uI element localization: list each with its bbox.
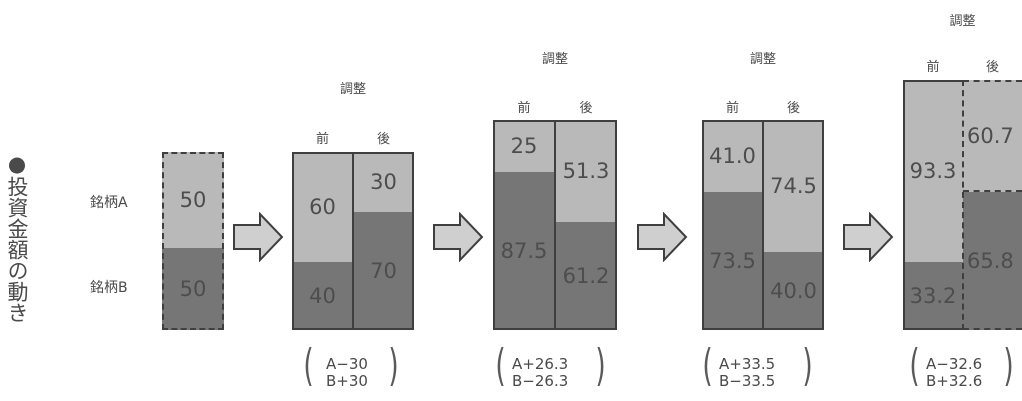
step3-before-fund-b: 73.5 (702, 192, 763, 330)
step4-adjust-a: A−32.6 (926, 355, 983, 373)
step3-adjust-label: 調整 (749, 52, 776, 67)
step2-before-fund-b: 87.5 (493, 172, 555, 330)
step2-before-fund-a: 25 (493, 120, 555, 172)
step4-right-paren: ) (1003, 340, 1014, 391)
step2-after-fund-a: 51.3 (555, 120, 617, 222)
step1-adjust-a: A−30 (326, 355, 368, 373)
step3-after-label: 後 (786, 101, 800, 116)
step2-divider (554, 120, 556, 330)
step1-after-label: 後 (376, 132, 390, 147)
step3-divider (762, 120, 764, 330)
step3-after-fund-a: 74.5 (763, 120, 824, 252)
step4-after-fund-b: 65.8 (963, 192, 1022, 330)
step1-after-fund-a: 30 (353, 152, 414, 212)
right-arrow-icon (843, 212, 894, 262)
step2-left-paren: ( (495, 340, 506, 391)
step2-after-fund-b: 61.2 (555, 222, 617, 330)
step1-before-fund-a: 60 (292, 152, 353, 262)
step1-divider (352, 152, 354, 330)
step3-before-fund-a: 41.0 (702, 120, 763, 192)
right-arrow-icon (233, 212, 284, 262)
step2-right-paren: ) (595, 340, 606, 391)
step2-adjust-b: B−26.3 (512, 372, 569, 390)
step4-divider (962, 80, 964, 330)
step1-left-paren: ( (303, 340, 314, 391)
step4-after-label: 後 (985, 60, 999, 75)
step1-adjust-b: B+30 (326, 372, 368, 390)
right-arrow-icon (433, 212, 484, 262)
step2-adjust-a: A+26.3 (512, 355, 569, 373)
step4-after-bottom-dashed (963, 328, 1022, 330)
step4-after-fund-a: 60.7 (963, 80, 1022, 192)
step4-frame-bottom (903, 328, 965, 330)
step4-frame-top (903, 80, 965, 82)
row-label-fund-b: 銘柄B (90, 280, 128, 296)
step1-adjust-label: 調整 (339, 82, 366, 97)
right-arrow-icon (637, 212, 688, 262)
step2-adjust-label: 調整 (541, 52, 568, 67)
step1-right-paren: ) (388, 340, 399, 391)
initial-fund-a-block: 50 (162, 152, 224, 248)
step3-before-label: 前 (725, 101, 739, 116)
row-label-fund-a: 銘柄A (90, 195, 128, 211)
step4-after-mid-dashed (963, 190, 1022, 192)
step4-before-label: 前 (926, 60, 940, 75)
step4-adjust-b: B+32.6 (926, 372, 983, 390)
step3-right-paren: ) (802, 340, 813, 391)
step2-before-label: 前 (517, 101, 531, 116)
step3-adjust-a: A+33.5 (719, 355, 776, 373)
step4-adjust-label: 調整 (949, 14, 976, 29)
step2-after-label: 後 (579, 101, 593, 116)
step4-frame-left (903, 80, 905, 330)
diagram-title: ●投資金額の動き (5, 152, 29, 323)
step3-left-paren: ( (702, 340, 713, 391)
step3-after-fund-b: 40.0 (763, 252, 824, 330)
step3-adjust-b: B−33.5 (719, 372, 776, 390)
step4-before-fund-b: 33.2 (903, 262, 963, 330)
step1-after-fund-b: 70 (353, 212, 414, 330)
step4-before-fund-a: 93.3 (903, 80, 963, 262)
step4-left-paren: ( (909, 340, 920, 391)
step1-before-label: 前 (315, 132, 329, 147)
initial-fund-b-block: 50 (162, 248, 224, 330)
step1-before-fund-b: 40 (292, 262, 353, 330)
step4-after-top-dashed (963, 80, 1022, 82)
